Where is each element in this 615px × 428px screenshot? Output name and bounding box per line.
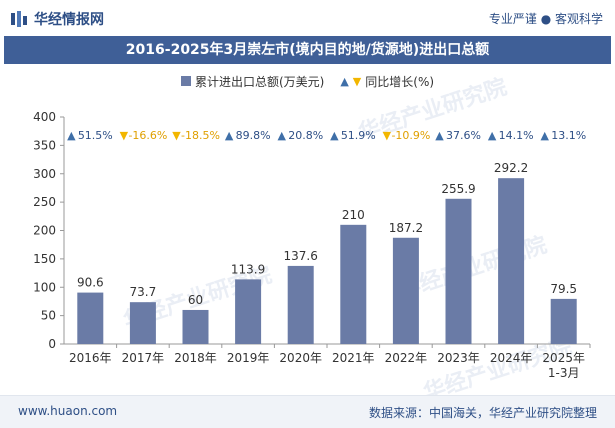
footer-url: www.huaon.com	[18, 404, 118, 418]
growth-label: 13.1%	[551, 129, 586, 142]
bar	[392, 237, 419, 344]
bar-value-label: 73.7	[130, 285, 157, 299]
growth-up-marker: ▲	[225, 129, 234, 142]
x-tick-label: 2019年	[227, 351, 270, 365]
y-tick-label: 50	[41, 309, 56, 323]
growth-label: 89.8%	[236, 129, 271, 142]
y-tick-label: 400	[33, 110, 56, 124]
x-tick-label: 2016年	[69, 351, 112, 365]
bar-value-label: 255.9	[441, 182, 475, 196]
growth-up-marker: ▲	[330, 129, 339, 142]
y-tick-label: 200	[33, 224, 56, 238]
bar-value-label: 90.6	[77, 276, 104, 290]
bar-value-label: 210	[342, 208, 365, 222]
y-tick-label: 150	[33, 252, 56, 266]
growth-label: -18.5%	[181, 129, 220, 142]
footer-source: 数据来源：中国海关，华经产业研究院整理	[368, 406, 597, 420]
x-tick-label: 2023年	[437, 351, 480, 365]
x-tick-label: 2022年	[385, 351, 428, 365]
legend: 累计进出口总额(万美元) ▲ ▼ 同比增长(%)	[0, 72, 615, 90]
growth-up-marker: ▲	[435, 129, 444, 142]
logo-text: 华经情报网	[34, 12, 104, 28]
x-tick-label: 2021年	[332, 351, 375, 365]
y-tick-label: 100	[33, 280, 56, 294]
legend-label-growth: 同比增长(%)	[365, 74, 435, 89]
bar	[129, 302, 156, 344]
bar-value-label: 113.9	[231, 262, 265, 276]
x-tick-label: 2017年	[122, 351, 165, 365]
footer: www.huaon.com 数据来源：中国海关，华经产业研究院整理	[0, 395, 615, 428]
growth-down-marker: ▼	[383, 129, 392, 142]
growth-up-marker: ▲	[540, 129, 549, 142]
y-tick-label: 300	[33, 167, 56, 181]
bar	[445, 198, 472, 344]
bar-value-label: 79.5	[550, 282, 577, 296]
bar-value-label: 292.2	[494, 161, 528, 175]
logo: 华经情报网	[10, 9, 104, 29]
bar	[498, 178, 525, 344]
growth-down-marker: ▼	[120, 129, 129, 142]
growth-down-marker: ▼	[172, 129, 181, 142]
bar-value-label: 60	[188, 293, 203, 307]
y-tick-label: 0	[48, 337, 56, 351]
triangle-down-icon: ▼	[352, 74, 362, 88]
growth-label: -10.9%	[391, 129, 430, 142]
bar	[235, 279, 262, 344]
x-tick-label: 2018年	[174, 351, 217, 365]
bar	[287, 265, 314, 344]
growth-label: 14.1%	[499, 129, 534, 142]
logo-icon	[11, 11, 27, 27]
growth-up-marker: ▲	[67, 129, 76, 142]
x-tick-label: 2020年	[279, 351, 322, 365]
growth-up-marker: ▲	[488, 129, 497, 142]
slogan: 专业严谨 ● 客观科学	[488, 12, 603, 26]
top-bar: 华经情报网 专业严谨 ● 客观科学	[0, 0, 615, 36]
chart-title: 2016-2025年3月崇左市(境内目的地/货源地)进出口总额	[125, 42, 490, 58]
bar	[77, 292, 104, 344]
title-bar: 2016-2025年3月崇左市(境内目的地/货源地)进出口总额	[4, 36, 611, 64]
growth-label: -16.6%	[128, 129, 167, 142]
bar-value-label: 137.6	[284, 249, 318, 263]
legend-swatch-bar	[180, 76, 191, 86]
triangle-up-icon: ▲	[340, 74, 349, 88]
growth-label: 20.8%	[288, 129, 323, 142]
y-tick-label: 250	[33, 195, 56, 209]
growth-label: 51.9%	[341, 129, 376, 142]
x-tick-label: 2024年	[490, 351, 533, 365]
legend-item-total: 累计进出口总额(万美元)	[180, 73, 325, 90]
y-tick-label: 350	[33, 138, 56, 152]
growth-label: 37.6%	[446, 129, 481, 142]
bar	[182, 309, 209, 344]
growth-up-marker: ▲	[277, 129, 286, 142]
bar-value-label: 187.2	[389, 221, 423, 235]
bar	[550, 298, 577, 344]
bar	[340, 224, 367, 344]
legend-item-growth: ▲ ▼ 同比增长(%)	[340, 73, 434, 90]
legend-label-total: 累计进出口总额(万美元)	[194, 74, 325, 89]
growth-label: 51.5%	[78, 129, 113, 142]
x-tick-label: 2025年 1-3月	[542, 351, 585, 380]
